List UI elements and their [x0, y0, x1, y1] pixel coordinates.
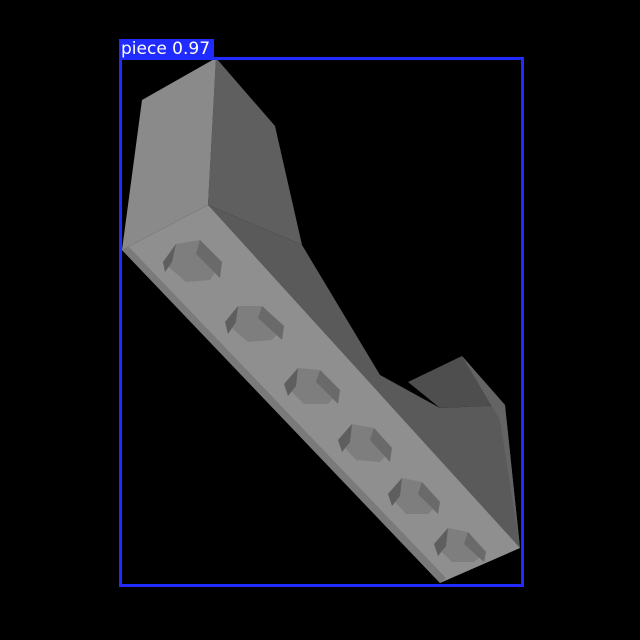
detection-label: piece 0.97	[119, 39, 215, 59]
piece-end-block-side	[462, 356, 520, 548]
beam-hole-1	[163, 240, 222, 282]
beam-hole-5	[388, 478, 440, 514]
detection-bounding-box	[119, 57, 524, 587]
piece-upper-left-face	[122, 58, 216, 250]
beam-hole-6	[434, 528, 486, 562]
beam-hole-2	[225, 306, 284, 342]
piece-upper-back-face	[208, 58, 302, 245]
piece-beam-front-edge	[122, 246, 446, 583]
beam-hole-4	[338, 424, 392, 462]
piece-end-block-top	[408, 356, 505, 408]
beam-hole-3	[284, 368, 340, 404]
